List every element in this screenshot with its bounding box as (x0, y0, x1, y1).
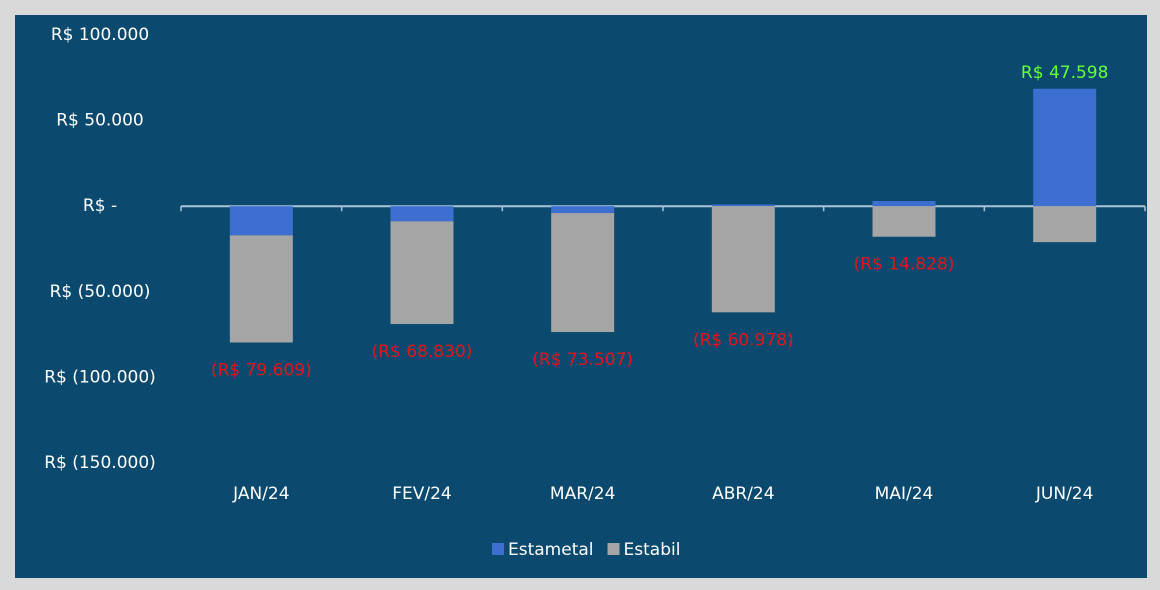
y-tick-label: R$ - (83, 196, 117, 216)
y-tick-label: R$ (150.000) (44, 453, 156, 473)
bar (1033, 88, 1097, 207)
x-tick-label: FEV/24 (392, 484, 452, 504)
x-tick-label: JUN/24 (1035, 484, 1094, 504)
bar (711, 204, 775, 207)
bar (711, 206, 775, 313)
x-tick-label: ABR/24 (712, 484, 774, 504)
data-label: (R$ 68.830) (372, 342, 473, 362)
x-tick-label: MAR/24 (550, 484, 615, 504)
y-tick-label: R$ (100.000) (44, 367, 156, 387)
y-tick-label: R$ 100.000 (51, 25, 149, 45)
data-label: (R$ 73.507) (532, 350, 633, 370)
data-label: (R$ 14.828) (854, 255, 955, 275)
data-label: (R$ 60.978) (693, 330, 794, 350)
bar (872, 206, 936, 237)
y-tick-label: R$ 50.000 (56, 111, 144, 131)
x-tick-label: JAN/24 (232, 484, 289, 504)
y-tick-label: R$ (50.000) (50, 282, 151, 302)
bar (229, 206, 293, 236)
legend-label: Estabil (624, 540, 681, 560)
bar (551, 213, 615, 333)
bar (390, 221, 454, 325)
legend-swatch (607, 543, 620, 555)
legend-label: Estametal (508, 540, 594, 560)
data-label: R$ 47.598 (1021, 63, 1109, 83)
bar (390, 206, 454, 222)
x-tick-label: MAI/24 (875, 484, 934, 504)
bar (872, 201, 936, 207)
bar (229, 235, 293, 343)
data-label: (R$ 79.609) (211, 360, 312, 380)
bar (1033, 206, 1097, 243)
bar (551, 206, 615, 214)
legend-swatch (492, 543, 504, 555)
